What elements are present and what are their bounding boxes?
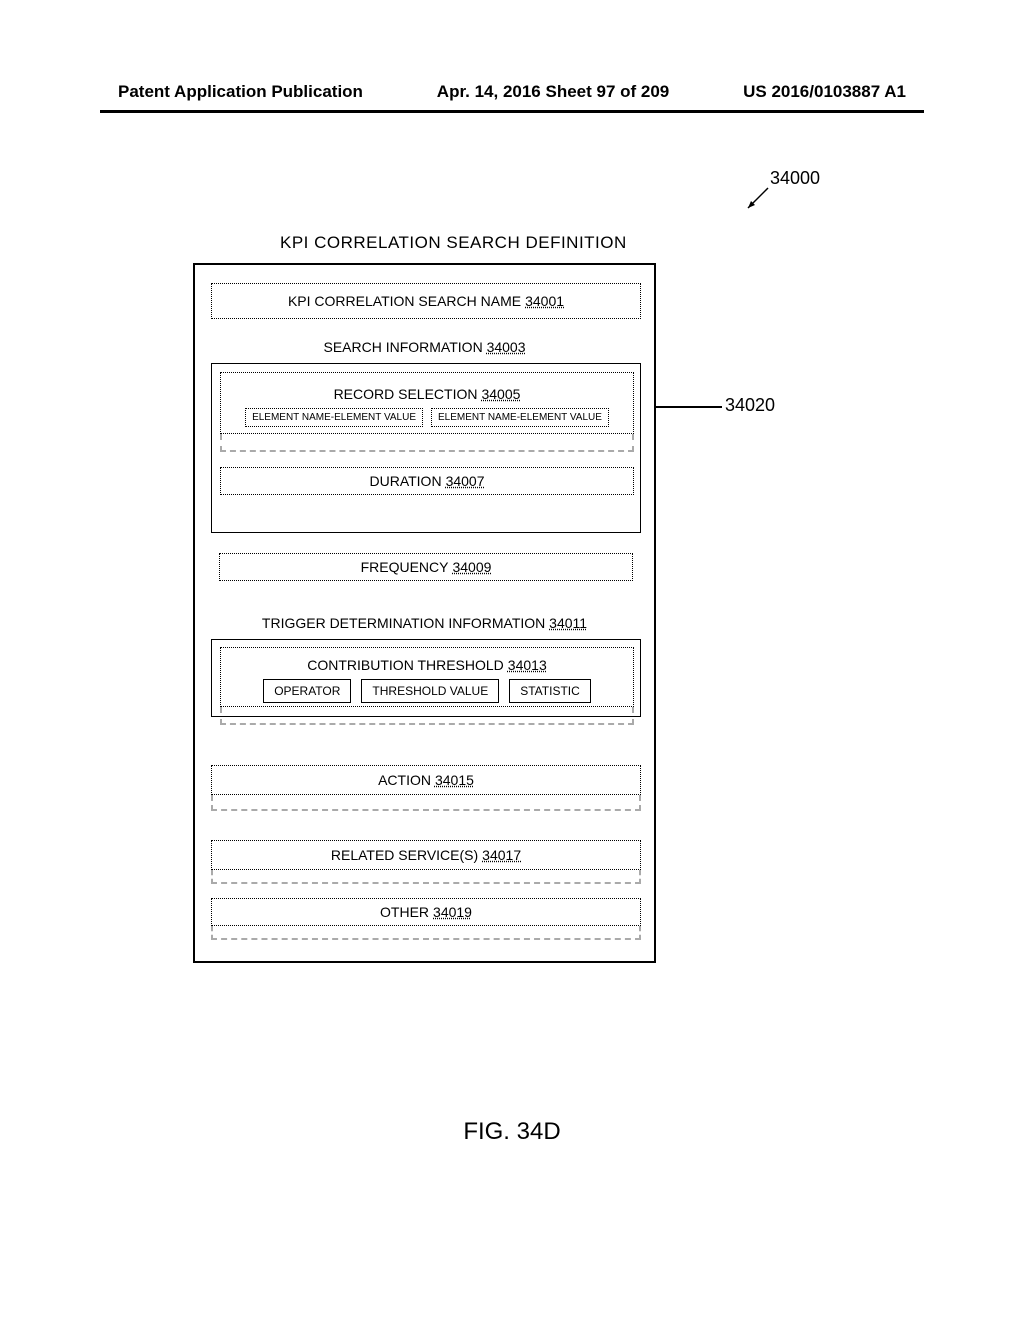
search-information-frame: RECORD SELECTION 34005 ELEMENT NAME-ELEM…: [211, 363, 641, 533]
outer-frame: KPI CORRELATION SEARCH NAME 34001 SEARCH…: [193, 263, 656, 963]
label-trigger-determination: TRIGGER DETERMINATION INFORMATION 34011: [195, 615, 654, 631]
refnum: 34009: [452, 559, 491, 575]
label-search-information: SEARCH INFORMATION 34003: [195, 339, 654, 355]
label: KPI CORRELATION SEARCH NAME: [288, 293, 521, 309]
label: CONTRIBUTION THRESHOLD: [307, 657, 504, 673]
refnum: 34013: [508, 657, 547, 673]
dashed-continuation: [211, 795, 641, 811]
label: RELATED SERVICE(S): [331, 847, 478, 863]
header-center: Apr. 14, 2016 Sheet 97 of 209: [437, 82, 669, 102]
refnum: 34005: [481, 386, 520, 402]
dashed-continuation: [220, 434, 634, 452]
header-left: Patent Application Publication: [118, 82, 363, 102]
element-pair-row: ELEMENT NAME-ELEMENT VALUE ELEMENT NAME-…: [245, 408, 609, 427]
arrow-icon: [742, 186, 772, 216]
refnum: 34019: [433, 904, 472, 920]
label: TRIGGER DETERMINATION INFORMATION: [262, 615, 545, 631]
refnum: 34017: [482, 847, 521, 863]
page-header: Patent Application Publication Apr. 14, …: [0, 82, 1024, 102]
box-action: ACTION 34015: [211, 765, 641, 795]
label: ACTION: [378, 772, 431, 788]
refnum: 34011: [549, 615, 587, 631]
box-statistic: STATISTIC: [509, 679, 591, 703]
box-record-selection: RECORD SELECTION 34005 ELEMENT NAME-ELEM…: [220, 372, 634, 434]
header-right: US 2016/0103887 A1: [743, 82, 906, 102]
trigger-frame: CONTRIBUTION THRESHOLD 34013 OPERATOR TH…: [211, 639, 641, 717]
reference-34020: 34020: [725, 395, 775, 416]
header-divider: [100, 110, 924, 113]
dashed-continuation: [220, 707, 634, 725]
refnum: 34001: [525, 293, 564, 309]
label: SEARCH INFORMATION: [323, 339, 482, 355]
element-pair-1: ELEMENT NAME-ELEMENT VALUE: [245, 408, 423, 427]
box-contribution-threshold: CONTRIBUTION THRESHOLD 34013 OPERATOR TH…: [220, 647, 634, 707]
box-duration: DURATION 34007: [220, 467, 634, 495]
refnum: 34015: [435, 772, 474, 788]
label: DURATION: [369, 473, 441, 489]
refnum: 34003: [487, 339, 526, 355]
label: FREQUENCY: [361, 559, 449, 575]
diagram-title: KPI CORRELATION SEARCH DEFINITION: [280, 233, 627, 253]
leader-line: [656, 406, 722, 408]
threshold-row: OPERATOR THRESHOLD VALUE STATISTIC: [263, 679, 591, 703]
label: RECORD SELECTION: [334, 386, 478, 402]
patent-page: Patent Application Publication Apr. 14, …: [0, 0, 1024, 1320]
box-frequency: FREQUENCY 34009: [219, 553, 633, 581]
box-operator: OPERATOR: [263, 679, 351, 703]
box-search-name: KPI CORRELATION SEARCH NAME 34001: [211, 283, 641, 319]
refnum: 34007: [446, 473, 485, 489]
element-pair-2: ELEMENT NAME-ELEMENT VALUE: [431, 408, 609, 427]
label: OTHER: [380, 904, 429, 920]
box-other: OTHER 34019: [211, 898, 641, 926]
dashed-continuation: [211, 926, 641, 940]
box-related-services: RELATED SERVICE(S) 34017: [211, 840, 641, 870]
dashed-continuation: [211, 870, 641, 884]
reference-34000: 34000: [770, 168, 820, 189]
figure-label: FIG. 34D: [0, 1118, 1024, 1146]
box-threshold-value: THRESHOLD VALUE: [361, 679, 499, 703]
